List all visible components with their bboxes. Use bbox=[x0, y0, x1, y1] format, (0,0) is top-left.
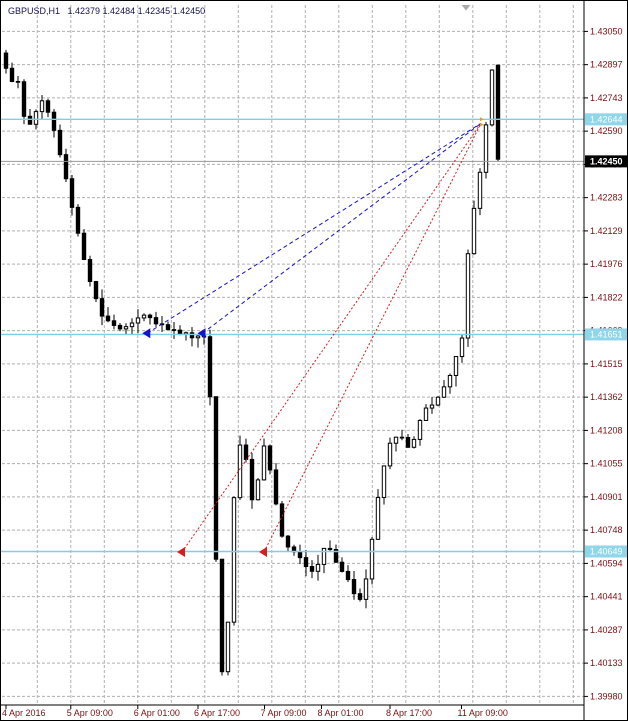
svg-text:5 Apr 09:00: 5 Apr 09:00 bbox=[67, 708, 113, 718]
svg-text:1.41515: 1.41515 bbox=[590, 359, 623, 369]
svg-text:1.40133: 1.40133 bbox=[590, 658, 623, 668]
svg-text:1.41976: 1.41976 bbox=[590, 259, 623, 269]
svg-text:1.41822: 1.41822 bbox=[590, 292, 623, 302]
svg-text:1.42129: 1.42129 bbox=[590, 226, 623, 236]
svg-text:1.41651: 1.41651 bbox=[590, 329, 623, 339]
svg-text:1.40649: 1.40649 bbox=[590, 546, 623, 556]
svg-text:1.39980: 1.39980 bbox=[590, 691, 623, 701]
svg-text:1.43050: 1.43050 bbox=[590, 26, 623, 36]
svg-text:1.40441: 1.40441 bbox=[590, 592, 623, 602]
svg-text:1.40287: 1.40287 bbox=[590, 625, 623, 635]
svg-text:8 Apr 17:00: 8 Apr 17:00 bbox=[386, 708, 432, 718]
svg-text:6 Apr 17:00: 6 Apr 17:00 bbox=[194, 708, 240, 718]
svg-text:1.42283: 1.42283 bbox=[590, 193, 623, 203]
svg-text:1.41208: 1.41208 bbox=[590, 425, 623, 435]
svg-text:1.40901: 1.40901 bbox=[590, 492, 623, 502]
svg-text:1.42743: 1.42743 bbox=[590, 93, 623, 103]
svg-text:1.40748: 1.40748 bbox=[590, 525, 623, 535]
svg-text:1.40594: 1.40594 bbox=[590, 558, 623, 568]
svg-text:1.42450: 1.42450 bbox=[590, 156, 623, 166]
svg-text:11 Apr 09:00: 11 Apr 09:00 bbox=[458, 708, 508, 718]
svg-text:6 Apr 01:00: 6 Apr 01:00 bbox=[134, 708, 180, 718]
svg-text:1.41362: 1.41362 bbox=[590, 392, 623, 402]
svg-text:1.42590: 1.42590 bbox=[590, 126, 623, 136]
svg-text:4 Apr 2016: 4 Apr 2016 bbox=[2, 708, 46, 718]
svg-text:8 Apr 01:00: 8 Apr 01:00 bbox=[318, 708, 364, 718]
svg-text:1.42897: 1.42897 bbox=[590, 60, 623, 70]
svg-text:7 Apr 09:00: 7 Apr 09:00 bbox=[261, 708, 307, 718]
svg-text:1.41055: 1.41055 bbox=[590, 459, 623, 469]
svg-text:1.42644: 1.42644 bbox=[590, 114, 623, 124]
